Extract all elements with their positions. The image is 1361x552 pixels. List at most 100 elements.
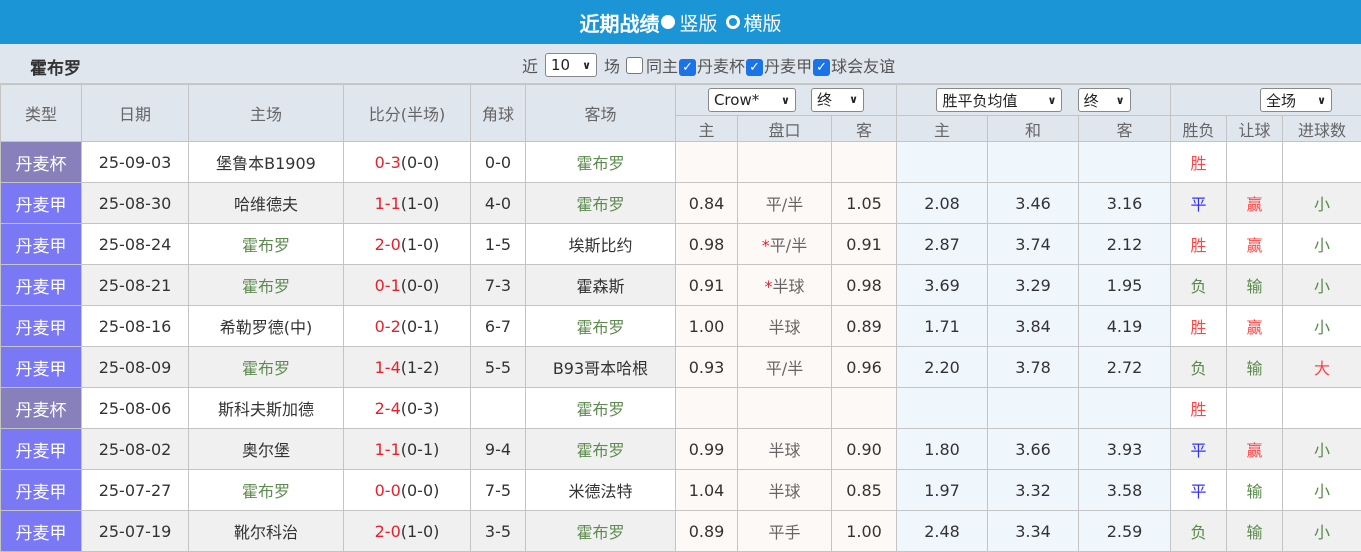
away-team[interactable]: 霍布罗	[525, 387, 676, 429]
match-date: 25-08-06	[81, 387, 189, 429]
euro-type-select[interactable]: 胜平负均值 ∨	[936, 88, 1063, 112]
half-time-score: (1-0)	[400, 521, 440, 541]
away-team[interactable]: 霍布罗	[525, 305, 676, 347]
competition-checkbox[interactable]: ✓	[746, 59, 764, 76]
competition-type[interactable]: 丹麦甲	[0, 469, 82, 511]
home-team[interactable]: 哈维德夫	[188, 182, 344, 224]
radio-vertical[interactable]	[661, 15, 676, 29]
away-team[interactable]: 霍布罗	[525, 510, 676, 552]
handicap-value: 半球	[768, 318, 801, 337]
asian-home-odds: 0.99	[675, 428, 738, 470]
score[interactable]: 0-0(0-0)	[343, 469, 471, 511]
away-team[interactable]: 埃斯比约	[525, 223, 676, 265]
competition-type[interactable]: 丹麦甲	[0, 182, 82, 224]
score[interactable]: 1-4(1-2)	[343, 346, 471, 388]
recent-count-value: 10	[551, 56, 571, 74]
home-team[interactable]: 霍布罗	[188, 346, 344, 388]
handicap-line: *半球	[737, 264, 832, 306]
goals-result: 小	[1282, 305, 1361, 347]
away-team[interactable]: 米德法特	[525, 469, 676, 511]
same-home-checkbox[interactable]	[626, 56, 644, 74]
full-time-score: 0-3	[374, 152, 401, 172]
home-team[interactable]: 霍布罗	[188, 223, 344, 265]
score[interactable]: 1-1(1-0)	[343, 182, 471, 224]
competition-type[interactable]: 丹麦杯	[0, 141, 82, 183]
euro-away-odds	[1078, 141, 1172, 183]
competition-type[interactable]: 丹麦甲	[0, 223, 82, 265]
away-team[interactable]: 霍布罗	[525, 141, 676, 183]
recent-prefix: 近	[522, 57, 539, 76]
goals-result: 大	[1282, 346, 1361, 388]
home-team[interactable]: 斯科夫斯加德	[188, 387, 344, 429]
asian-home-odds: 0.91	[675, 264, 738, 306]
asian-home-odds	[675, 387, 738, 429]
score[interactable]: 0-2(0-1)	[343, 305, 471, 347]
competition-type[interactable]: 丹麦甲	[0, 346, 82, 388]
competition-checkbox[interactable]: ✓	[813, 59, 831, 76]
handicap-value: 半球	[772, 277, 805, 296]
away-team[interactable]: 霍布罗	[525, 182, 676, 224]
chevron-down-icon: ∨	[849, 93, 859, 107]
handicap-result: 输	[1226, 346, 1284, 388]
full-time-score: 0-2	[374, 316, 401, 336]
competition-type[interactable]: 丹麦杯	[0, 387, 82, 429]
score[interactable]: 0-1(0-0)	[343, 264, 471, 306]
match-date: 25-07-19	[81, 510, 189, 552]
table-row: 丹麦杯 25-08-06 斯科夫斯加德 2-4(0-3) 霍布罗胜	[0, 387, 1361, 429]
handicap-value: 平/半	[769, 236, 808, 255]
corners: 7-3	[470, 264, 526, 306]
home-team[interactable]: 靴尔科治	[188, 510, 344, 552]
competition-type[interactable]: 丹麦甲	[0, 510, 82, 552]
result-scope-select[interactable]: 全场 ∨	[1260, 88, 1333, 112]
score[interactable]: 2-0(1-0)	[343, 510, 471, 552]
away-team[interactable]: 霍布罗	[525, 428, 676, 470]
radio-horizontal[interactable]	[725, 15, 740, 29]
euro-away-odds: 3.93	[1078, 428, 1172, 470]
match-result: 平	[1170, 428, 1228, 470]
recent-count-select[interactable]: 10 ∨	[545, 53, 598, 77]
asian-stage-value: 终	[817, 91, 833, 110]
handicap-line: 平/半	[737, 346, 832, 388]
goals-result	[1282, 141, 1361, 183]
half-time-score: (0-3)	[400, 398, 440, 418]
subcol-header: 客	[1078, 115, 1172, 142]
radio-horizontal-label[interactable]: 横版	[743, 12, 782, 35]
home-team[interactable]: 奥尔堡	[188, 428, 344, 470]
corners: 7-5	[470, 469, 526, 511]
score[interactable]: 2-4(0-3)	[343, 387, 471, 429]
asian-company-select[interactable]: Crow* ∨	[707, 88, 796, 113]
asian-home-odds: 1.00	[675, 305, 738, 347]
score[interactable]: 0-3(0-0)	[343, 141, 471, 183]
competition-type[interactable]: 丹麦甲	[0, 305, 82, 347]
euro-away-odds: 2.72	[1078, 346, 1172, 388]
euro-stage-select[interactable]: 终 ∨	[1077, 88, 1131, 112]
match-result: 平	[1170, 182, 1228, 224]
euro-draw-odds: 3.78	[987, 346, 1080, 388]
asian-stage-select[interactable]: 终 ∨	[811, 87, 865, 112]
home-team[interactable]: 希勒罗德(中)	[188, 305, 344, 347]
away-team[interactable]: B93哥本哈根	[525, 346, 676, 388]
half-time-score: (1-0)	[400, 234, 440, 254]
competition-checkbox[interactable]: ✓	[679, 59, 697, 76]
asian-home-odds: 0.84	[675, 182, 738, 224]
competition-type[interactable]: 丹麦甲	[0, 264, 82, 306]
half-time-score: (0-0)	[400, 480, 440, 500]
radio-vertical-label[interactable]: 竖版	[679, 12, 718, 35]
euro-away-odds: 2.59	[1078, 510, 1172, 552]
score[interactable]: 1-1(0-1)	[343, 428, 471, 470]
handicap-value: 平/半	[765, 195, 804, 214]
euro-draw-odds: 3.29	[987, 264, 1080, 306]
home-team[interactable]: 堡鲁本B1909	[188, 141, 344, 183]
home-team[interactable]: 霍布罗	[188, 469, 344, 511]
euro-home-odds: 1.71	[896, 305, 989, 347]
euro-home-odds: 2.08	[896, 182, 989, 224]
subcol-header: 和	[987, 115, 1080, 142]
euro-home-odds: 3.69	[896, 264, 989, 306]
chevron-down-icon: ∨	[1317, 93, 1327, 107]
score[interactable]: 2-0(1-0)	[343, 223, 471, 265]
home-team[interactable]: 霍布罗	[188, 264, 344, 306]
away-team[interactable]: 霍森斯	[525, 264, 676, 306]
asian-away-odds: 0.96	[830, 346, 898, 388]
corners: 4-0	[470, 182, 526, 224]
competition-type[interactable]: 丹麦甲	[0, 428, 82, 470]
